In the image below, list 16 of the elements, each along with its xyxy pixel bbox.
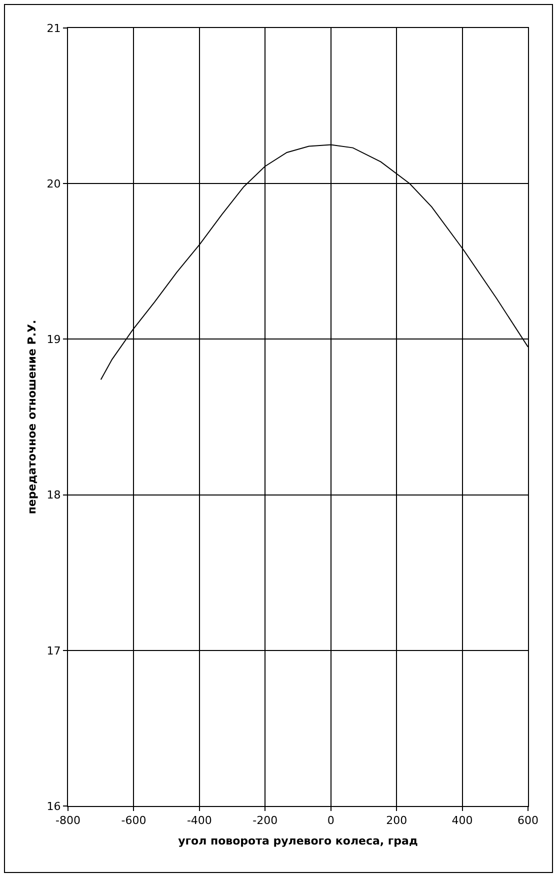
x-tick-label: -800 <box>56 814 80 828</box>
x-tick-label: -400 <box>186 814 212 828</box>
x-tick-label: -600 <box>121 814 146 828</box>
y-tick-label: 20 <box>46 177 61 190</box>
y-tick-label: 18 <box>46 488 61 502</box>
x-tick-label: 0 <box>327 814 334 828</box>
y-tick-label: 21 <box>46 22 61 35</box>
x-tick-label: 200 <box>386 814 408 828</box>
x-tick-label: 600 <box>518 814 538 828</box>
y-tick-label: 17 <box>46 644 61 658</box>
x-tick-label: -200 <box>252 814 278 828</box>
y-axis-title: передаточное отношение Р.У. <box>25 320 38 514</box>
y-tick-label: 19 <box>46 333 61 346</box>
y-tick-label: 16 <box>46 800 61 813</box>
x-tick-label: 400 <box>452 814 473 828</box>
x-axis-title: угол поворота рулевого колеса, град <box>178 834 418 848</box>
